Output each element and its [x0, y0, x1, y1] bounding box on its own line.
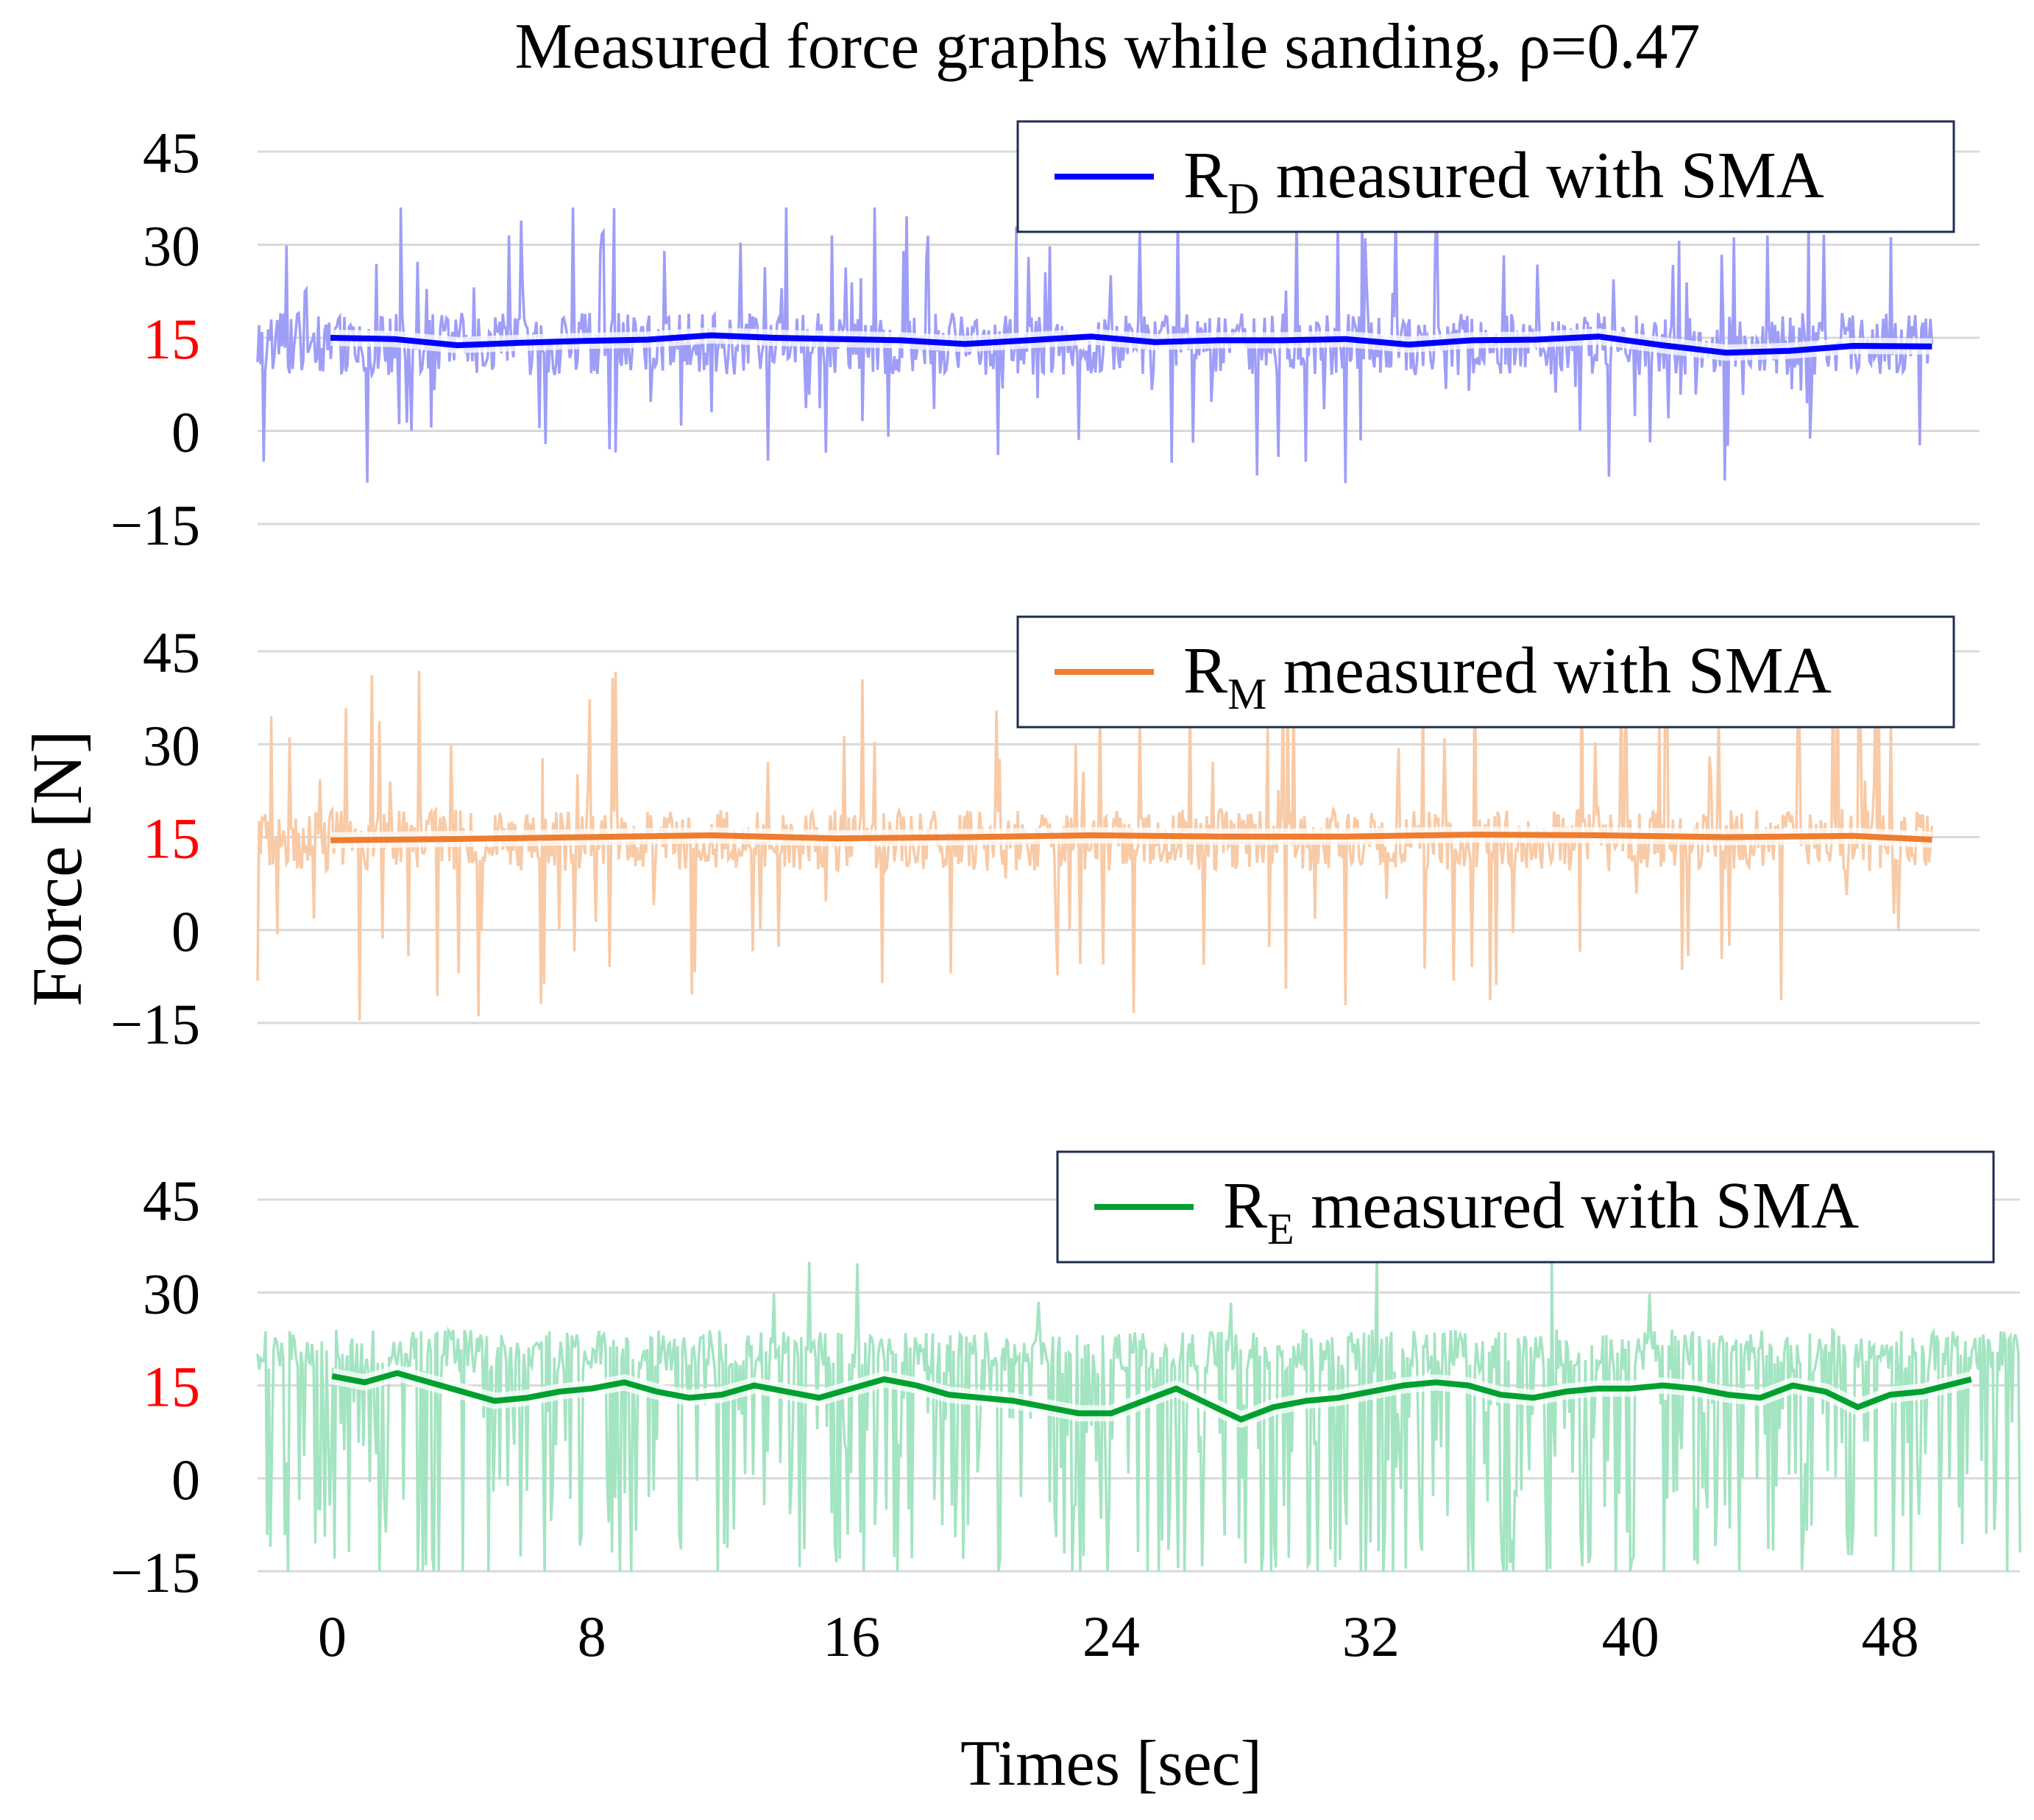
x-tick-label: 24 [1082, 1604, 1140, 1668]
x-tick-label: 8 [578, 1604, 606, 1668]
series-line-rm [330, 832, 1932, 843]
y-tick-label: 30 [143, 713, 200, 777]
x-tick-label: 16 [823, 1604, 880, 1668]
y-axis-label: Force [N] [18, 730, 96, 1007]
x-tick-label: 32 [1342, 1604, 1400, 1668]
legend-box [1016, 615, 1955, 729]
legend-rd: RD measured with SMA [1016, 120, 1955, 233]
y-tick-label: 15 [143, 307, 200, 371]
panels-layer: 45 30 15 0 −15 RD measured with SMA 45 30 15 0 −15… [110, 120, 2021, 1668]
legend-label: RM measured with SMA [1183, 634, 1832, 718]
panel-rd: 45 30 15 0 −15 RD measured with SMA [110, 120, 1980, 557]
y-tick-label: 15 [143, 807, 200, 871]
y-tick-label: 0 [171, 899, 200, 963]
legend-label: RD measured with SMA [1183, 139, 1824, 223]
legend-rm: RM measured with SMA [1016, 615, 1955, 729]
y-tick-label: −15 [110, 992, 200, 1056]
legend-box [1056, 1150, 1995, 1264]
x-tick-label: 40 [1602, 1604, 1659, 1668]
y-tick-label: 0 [171, 400, 200, 464]
series-line-rd [330, 332, 1932, 356]
y-tick-label: 0 [171, 1448, 200, 1512]
legend-re: RE measured with SMA [1056, 1150, 1995, 1264]
y-tick-label: 15 [143, 1355, 200, 1419]
y-tick-label: 45 [143, 121, 200, 185]
y-tick-label: −15 [110, 493, 200, 557]
y-tick-label: 30 [143, 1261, 200, 1325]
y-tick-label: 30 [143, 214, 200, 278]
panel-rm: 45 30 15 0 −15 RM measured with SMA [110, 615, 1980, 1056]
x-tick-label: 48 [1862, 1604, 1919, 1668]
y-tick-label: −15 [110, 1540, 200, 1604]
raw-signal-re [256, 1251, 2021, 1572]
x-tick-label: 0 [318, 1604, 347, 1668]
chart-title: Measured force graphs while sanding, ρ=0… [514, 11, 1700, 82]
legend-label: RE measured with SMA [1223, 1169, 1859, 1253]
legend-box [1016, 120, 1955, 233]
panel-re: 45 30 15 0 −15 RE measured with SMA [110, 1150, 2021, 1604]
y-tick-label: 45 [143, 620, 200, 684]
y-tick-label: 45 [143, 1169, 200, 1233]
x-axis-label: Times [sec] [960, 1728, 1262, 1799]
series-line-re [331, 1370, 1972, 1423]
